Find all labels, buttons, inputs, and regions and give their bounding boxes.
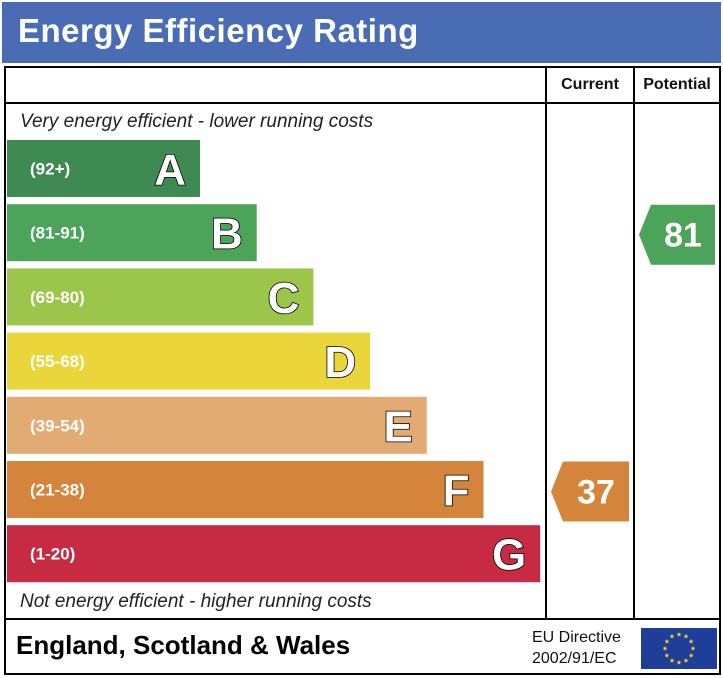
- eu-star-icon: [669, 633, 675, 639]
- band-d-range: (55-68): [30, 352, 85, 371]
- note-top: Very energy efficient - lower running co…: [20, 111, 374, 132]
- eu-star-icon: [662, 645, 668, 651]
- band-g-bar: [7, 525, 541, 583]
- band-g-letter: G: [492, 531, 526, 580]
- band-a-range: (92+): [30, 160, 70, 179]
- band-d-letter: D: [324, 338, 356, 387]
- band-e-range: (39-54): [30, 416, 85, 435]
- band-f-letter: F: [443, 467, 470, 516]
- potential-rating-arrow: [639, 204, 715, 265]
- band-c-range: (69-80): [30, 288, 85, 307]
- eu-star-icon: [676, 659, 682, 665]
- band-c-letter: C: [268, 274, 300, 323]
- column-header-current: Current: [561, 76, 619, 93]
- eu-star-icon: [669, 658, 675, 663]
- eu-directive-number: 2002/91/EC: [532, 650, 617, 667]
- current-rating-value: 37: [577, 474, 615, 512]
- band-b-range: (81-91): [30, 224, 85, 243]
- chart-frame: [4, 66, 721, 675]
- band-b-letter: B: [211, 210, 243, 259]
- band-b-bar: [7, 204, 257, 262]
- eu-star-icon: [690, 645, 696, 651]
- current-rating-arrow: [551, 461, 629, 522]
- band-g-range: (1-20): [30, 545, 75, 564]
- page-title: Energy Efficiency Rating: [18, 12, 419, 49]
- band-d-bar: [7, 332, 371, 390]
- note-bottom: Not energy efficient - higher running co…: [20, 591, 372, 612]
- band-e-letter: E: [383, 402, 412, 451]
- eu-star-icon: [664, 638, 670, 644]
- potential-rating-value: 81: [664, 217, 702, 255]
- band-c-bar: [7, 268, 314, 326]
- eu-star-icon: [688, 652, 694, 658]
- column-header-potential: Potential: [643, 76, 711, 93]
- band-e-bar: [7, 396, 427, 454]
- band-a-bar: [7, 140, 200, 197]
- band-f-bar: [7, 461, 484, 518]
- rating-bands: (92+) A (81-91) B (69-80) C (55-68) D (39-54) E (2…: [7, 140, 541, 583]
- footer-region: England, Scotland & Wales: [16, 630, 351, 660]
- rating-markers: 37 81: [551, 204, 715, 522]
- eu-star-icon: [683, 633, 689, 639]
- band-a-letter: A: [154, 146, 186, 195]
- eu-star-icon: [688, 638, 694, 644]
- eu-directive-label: EU Directive: [532, 629, 621, 646]
- eu-flag: [641, 628, 717, 669]
- band-f-range: (21-38): [30, 481, 85, 500]
- eu-star-icon: [683, 658, 689, 663]
- header-bar: [2, 2, 721, 63]
- eu-star-icon: [664, 652, 670, 658]
- eu-star-icon: [676, 631, 682, 637]
